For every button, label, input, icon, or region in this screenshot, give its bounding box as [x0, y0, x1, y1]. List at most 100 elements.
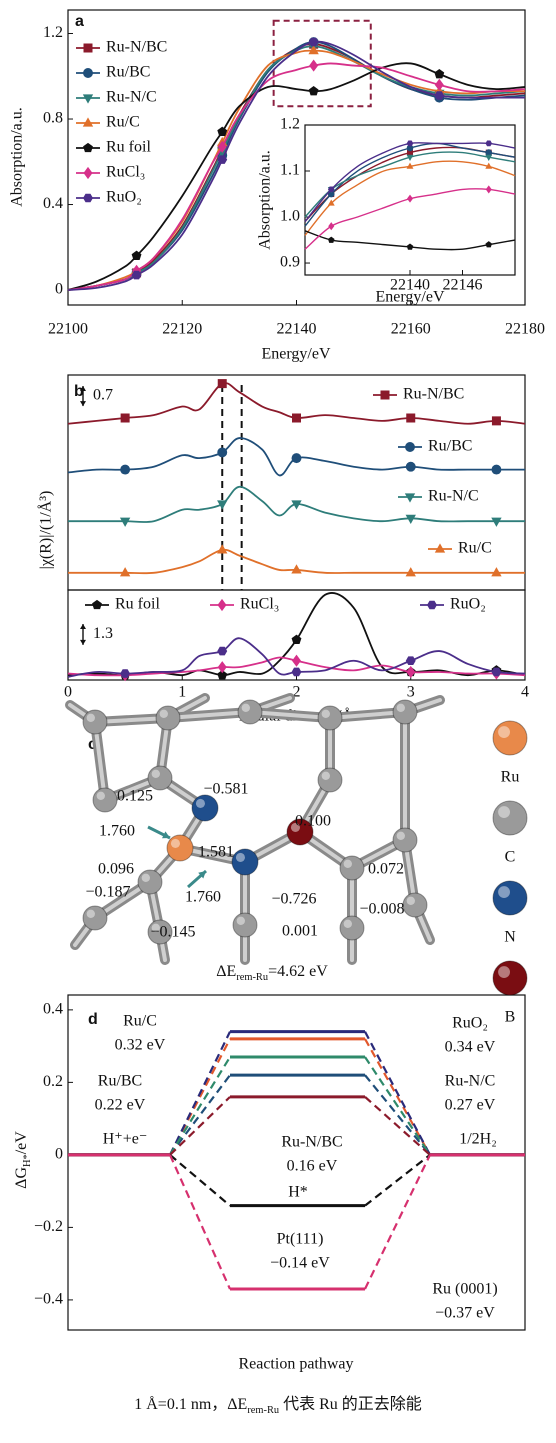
- legend-label: Ru/BC: [106, 64, 150, 81]
- atom: [192, 795, 218, 821]
- atom: [340, 916, 364, 940]
- atom-highlight: [160, 710, 168, 718]
- atom-highlight: [97, 792, 105, 800]
- state-label: H*: [288, 1184, 308, 1201]
- value-label: 0.34 eV: [445, 1039, 496, 1056]
- atom: [148, 766, 172, 790]
- atom: [233, 913, 257, 937]
- caption-rest: 代表 Ru 的正去除能: [279, 1395, 422, 1413]
- legend-label: RuCl₃: [106, 164, 145, 181]
- legend-label: Ru foil: [106, 139, 151, 156]
- atom: [493, 881, 527, 915]
- charge-label: −0.726: [271, 891, 316, 908]
- atom-highlight: [171, 839, 180, 848]
- atom: [167, 835, 193, 861]
- energy-label-sub: rem-Ru: [236, 972, 269, 983]
- charge-label: −0.008: [359, 901, 404, 918]
- x-axis-label: Energy/eV: [261, 346, 330, 363]
- charge-label: −0.187: [85, 884, 130, 901]
- atom: [318, 768, 342, 792]
- atom-highlight: [397, 832, 405, 840]
- y-axis-label-main: ΔG: [13, 1167, 30, 1189]
- atom-highlight: [322, 772, 330, 780]
- y-axis-label-rest: /eV: [13, 1131, 30, 1155]
- series-label: Ru/C: [123, 1013, 157, 1030]
- figure: 221002212022140221602218000.40.81.2Energ…: [0, 0, 556, 1443]
- charge-label: −0.581: [203, 781, 248, 798]
- series-label: Ru-N/C: [445, 1073, 496, 1090]
- atom: [238, 700, 262, 724]
- atom-highlight: [498, 886, 510, 898]
- legend-label: Ru/C: [458, 540, 492, 557]
- y-tick-label: 0.4: [43, 195, 63, 212]
- charge-label: 0.100: [295, 813, 331, 830]
- legend-label: RuO₂: [450, 596, 486, 613]
- y-tick-label: 1.0: [280, 208, 300, 225]
- value-label: 0.32 eV: [115, 1037, 166, 1054]
- state-label: 1/2H₂: [459, 1131, 497, 1148]
- atom-highlight: [237, 917, 245, 925]
- y-axis-label: Absorption/a.u.: [257, 150, 274, 250]
- charge-label: 0.001: [282, 923, 318, 940]
- y-tick-label: 0.8: [43, 110, 63, 127]
- x-tick-label: 4: [521, 684, 529, 701]
- x-tick-label: 22160: [391, 321, 431, 338]
- series-label: Pt(111): [277, 1231, 324, 1248]
- scale-bar-label: 0.7: [93, 387, 113, 404]
- legend-label: Ru: [501, 769, 520, 786]
- atom: [393, 700, 417, 724]
- value-label: −0.37 eV: [435, 1305, 495, 1322]
- value-label: 0.22 eV: [95, 1097, 146, 1114]
- legend-label: RuCl₃: [240, 596, 279, 613]
- marker: [406, 462, 416, 472]
- y-tick-label: 0.2: [43, 1073, 63, 1090]
- atom: [493, 961, 527, 995]
- energy-label-rest: =4.62 eV: [268, 963, 328, 980]
- atom-highlight: [498, 726, 510, 738]
- series-label: RuO₂: [452, 1015, 488, 1032]
- y-tick-label: 0: [55, 1146, 63, 1163]
- legend-label: Ru/C: [106, 114, 140, 131]
- atom-highlight: [142, 874, 150, 882]
- atom-highlight: [152, 770, 160, 778]
- atom-highlight: [498, 966, 510, 978]
- scale-bar-label: 1.3: [93, 625, 113, 642]
- marker: [492, 416, 501, 425]
- legend-marker: [83, 68, 93, 78]
- marker: [121, 414, 130, 423]
- state-label: H⁺+e⁻: [103, 1131, 148, 1148]
- x-axis-label: Energy/eV: [375, 289, 444, 306]
- panel-label: a: [75, 13, 84, 30]
- legend-label: Ru-N/BC: [403, 386, 464, 403]
- atom-highlight: [344, 920, 352, 928]
- charge-label: 1.760: [99, 823, 135, 840]
- atom: [318, 706, 342, 730]
- atom-highlight: [236, 853, 245, 862]
- atom: [393, 828, 417, 852]
- legend-label: Ru-N/C: [106, 89, 157, 106]
- y-tick-label: −0.2: [34, 1218, 63, 1235]
- atom: [156, 706, 180, 730]
- legend-marker: [84, 44, 93, 53]
- y-axis-label-sub: H*: [22, 1154, 33, 1167]
- atom: [493, 721, 527, 755]
- atom-highlight: [344, 860, 352, 868]
- y-tick-label: 0.4: [43, 1001, 63, 1018]
- atom-highlight: [322, 710, 330, 718]
- atom-highlight: [87, 714, 95, 722]
- y-tick-label: 0.9: [280, 254, 300, 271]
- x-tick-label: 22100: [48, 321, 88, 338]
- atom: [403, 893, 427, 917]
- series-label: Ru-N/BC: [281, 1134, 342, 1151]
- x-tick-label: 22146: [443, 277, 483, 294]
- marker: [406, 414, 415, 423]
- atom: [340, 856, 364, 880]
- y-tick-label: 1.2: [43, 24, 63, 41]
- x-tick-label: 1: [178, 684, 186, 701]
- value-label: 0.27 eV: [445, 1097, 496, 1114]
- x-tick-label: 22180: [505, 321, 545, 338]
- caption-main: 1 Å=0.1 nm，ΔE: [134, 1395, 247, 1413]
- y-tick-label: 0: [55, 281, 63, 298]
- atom-highlight: [87, 910, 95, 918]
- atom: [232, 849, 258, 875]
